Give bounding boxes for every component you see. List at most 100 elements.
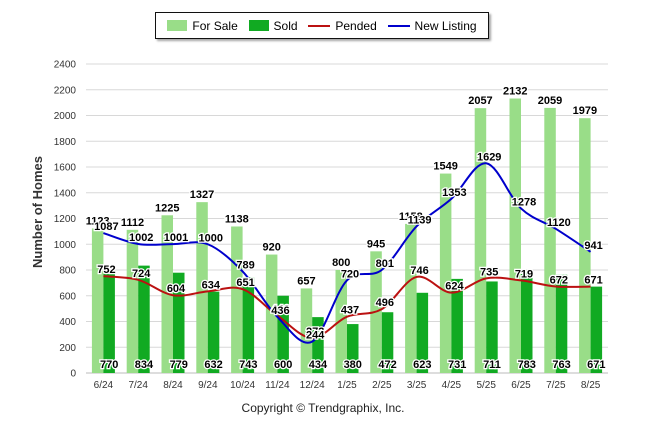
data-label-for-sale: 800 bbox=[332, 257, 350, 269]
bar bbox=[335, 270, 347, 373]
x-tick-label: 1/25 bbox=[337, 380, 357, 391]
x-tick-label: 9/24 bbox=[198, 380, 218, 391]
bar bbox=[207, 291, 220, 373]
copyright-text: Copyright © Trendgraphix, Inc. bbox=[241, 401, 405, 415]
data-label-for-sale: 1123 bbox=[86, 215, 110, 227]
data-label-new-listing: 244 bbox=[306, 330, 325, 342]
x-tick-label: 12/24 bbox=[300, 380, 325, 391]
bar bbox=[265, 254, 278, 373]
data-label-sold: 472 bbox=[378, 359, 396, 371]
data-label-for-sale: 1158 bbox=[399, 211, 423, 223]
data-label-new-listing: 1000 bbox=[199, 232, 223, 244]
data-label-new-listing: 1139 bbox=[408, 214, 432, 226]
bar bbox=[521, 272, 533, 373]
y-tick-label: 400 bbox=[59, 317, 76, 328]
x-tick-label: 6/25 bbox=[511, 380, 531, 391]
legend-item-for-sale: For Sale bbox=[167, 18, 238, 33]
bar bbox=[347, 324, 359, 373]
x-tick-label: 10/24 bbox=[230, 380, 255, 391]
bar bbox=[138, 265, 150, 373]
legend-label: For Sale bbox=[192, 18, 238, 33]
bar bbox=[300, 288, 313, 373]
data-label-for-sale: 2132 bbox=[503, 86, 527, 98]
data-label-sold: 380 bbox=[344, 359, 362, 371]
x-axis-ticks: 6/24 7/24 8/24 9/24 10/24 11/24 12/24 1/25 2/25 3… bbox=[94, 380, 601, 391]
bar bbox=[555, 274, 568, 373]
data-label-for-sale: 920 bbox=[262, 242, 280, 254]
data-label-new-listing: 1001 bbox=[164, 232, 188, 244]
legend-label: Pended bbox=[335, 18, 377, 33]
y-tick-label: 1000 bbox=[54, 240, 77, 251]
legend-label: New Listing bbox=[414, 18, 477, 33]
data-label-new-listing: 801 bbox=[376, 258, 394, 270]
bar bbox=[126, 229, 139, 373]
y-tick-label: 0 bbox=[70, 369, 76, 380]
data-label-sold: 834 bbox=[135, 359, 154, 371]
data-label-for-sale: 1138 bbox=[225, 213, 249, 225]
data-label-sold: 779 bbox=[170, 359, 188, 371]
legend-swatch bbox=[167, 20, 188, 31]
bar bbox=[312, 317, 324, 373]
y-axis-ticks: 0 200 400 600 800 1000 1200 1400 1600 1800 2000 220… bbox=[54, 60, 77, 380]
data-label-for-sale: 1327 bbox=[190, 189, 214, 201]
data-label-new-listing: 1087 bbox=[94, 221, 118, 233]
data-label-pended: 671 bbox=[584, 275, 602, 287]
data-label-pended: 651 bbox=[236, 277, 254, 289]
data-label-for-sale: 2059 bbox=[538, 95, 562, 107]
data-label-sold: 711 bbox=[483, 359, 501, 371]
data-label-new-listing: 1629 bbox=[477, 151, 501, 163]
bar bbox=[416, 292, 429, 373]
data-label-sold: 783 bbox=[518, 359, 536, 371]
y-tick-label: 800 bbox=[59, 266, 76, 277]
bar bbox=[381, 312, 394, 373]
bar bbox=[173, 272, 185, 373]
data-label-pended: 735 bbox=[480, 266, 498, 278]
y-tick-label: 2200 bbox=[54, 85, 77, 96]
bar bbox=[579, 118, 591, 373]
data-label-pended: 672 bbox=[550, 274, 568, 286]
data-label-for-sale: 1225 bbox=[155, 202, 179, 214]
data-label-pended: 272 bbox=[306, 326, 324, 338]
data-label-sold: 632 bbox=[204, 359, 222, 371]
x-tick-label: 2/25 bbox=[372, 380, 392, 391]
data-label-sold: 600 bbox=[274, 359, 292, 371]
x-tick-label: 7/25 bbox=[546, 380, 566, 391]
lines bbox=[103, 162, 592, 344]
data-label-pended: 752 bbox=[97, 264, 115, 276]
data-label-new-listing: 436 bbox=[271, 305, 289, 317]
data-label-for-sale: 2057 bbox=[468, 95, 492, 107]
data-label-pended: 604 bbox=[167, 283, 186, 295]
legend-swatch bbox=[308, 24, 331, 27]
legend-item-new-listing: New Listing bbox=[387, 18, 477, 33]
y-tick-label: 2000 bbox=[54, 111, 77, 122]
data-label-for-sale: 945 bbox=[367, 238, 385, 250]
bar bbox=[231, 226, 243, 373]
bar bbox=[91, 228, 104, 373]
bar bbox=[439, 173, 452, 373]
data-label-pended: 624 bbox=[445, 281, 464, 293]
data-label-sold: 731 bbox=[448, 359, 466, 371]
data-label-sold: 671 bbox=[587, 359, 605, 371]
data-label-pended: 446 bbox=[271, 304, 289, 316]
data-label-for-sale: 1979 bbox=[573, 105, 597, 117]
data-label-new-listing: 1278 bbox=[512, 196, 536, 208]
bar bbox=[196, 202, 208, 373]
series-line-new-listing bbox=[103, 162, 592, 344]
data-label-pended: 719 bbox=[515, 268, 533, 280]
bar bbox=[451, 278, 463, 373]
bar bbox=[474, 108, 487, 373]
bar bbox=[405, 223, 417, 373]
data-label-sold: 434 bbox=[309, 359, 328, 371]
data-label-pended: 746 bbox=[410, 265, 428, 277]
data-label-sold: 770 bbox=[100, 359, 118, 371]
series-line-pended bbox=[103, 275, 591, 339]
x-tick-label: 7/24 bbox=[128, 380, 148, 391]
data-label-pended: 437 bbox=[341, 305, 359, 317]
x-tick-label: 4/25 bbox=[442, 380, 462, 391]
legend-swatch bbox=[387, 24, 410, 27]
x-tick-label: 5/25 bbox=[476, 380, 496, 391]
y-axis-label: Number of Homes bbox=[30, 156, 45, 268]
data-label-new-listing: 1002 bbox=[129, 232, 153, 244]
data-label-pended: 724 bbox=[132, 268, 151, 280]
